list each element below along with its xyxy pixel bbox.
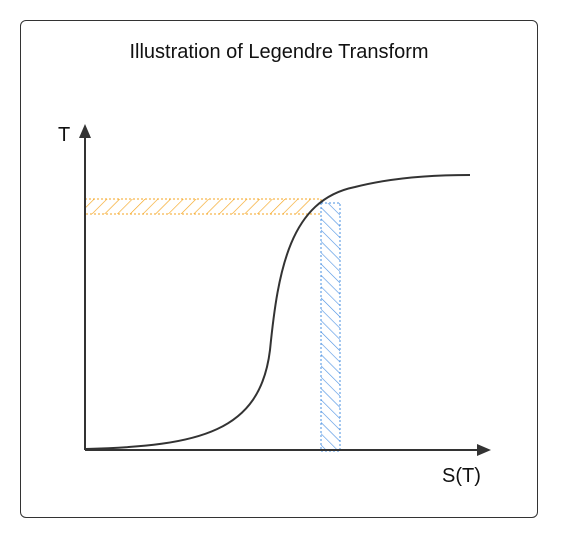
horizontal-hatched-band (84, 198, 322, 215)
y-axis-arrow-icon (79, 124, 91, 138)
x-axis-arrow-icon (477, 444, 491, 456)
x-axis-label: S(T) (442, 465, 481, 487)
y-axis-label: T (58, 124, 70, 146)
s-curve (85, 174, 471, 450)
diagram-title: Illustration of Legendre Transform (129, 41, 429, 63)
diagram-frame (20, 20, 538, 518)
vertical-hatched-band (320, 202, 341, 452)
